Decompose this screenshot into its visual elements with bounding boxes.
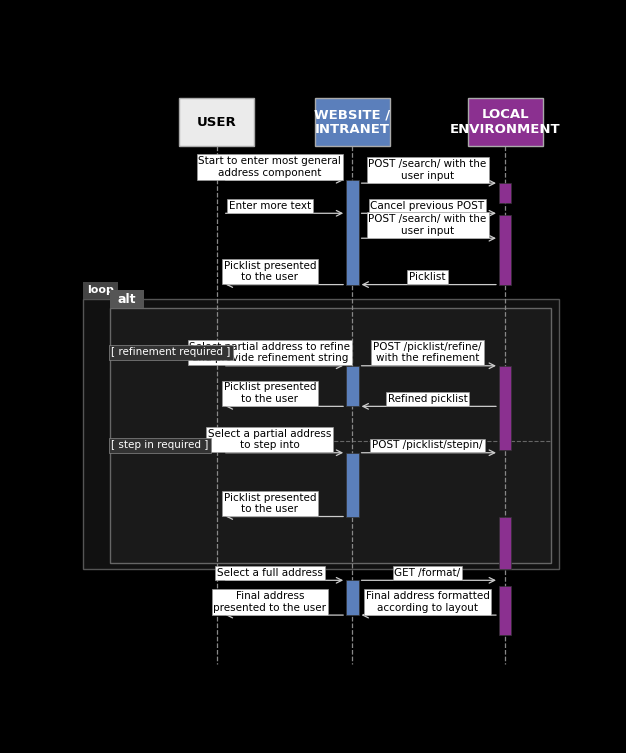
Bar — [346, 581, 359, 615]
Text: POST /picklist/refine/
with the refinement: POST /picklist/refine/ with the refineme… — [373, 342, 482, 364]
Bar — [499, 183, 511, 203]
Bar — [499, 366, 511, 450]
Text: [ step in required ]: [ step in required ] — [111, 441, 208, 450]
Bar — [346, 453, 359, 517]
Text: Enter more text: Enter more text — [229, 201, 311, 211]
Text: POST /search/ with the
user input: POST /search/ with the user input — [369, 215, 486, 236]
Bar — [83, 299, 558, 569]
Bar — [499, 517, 511, 569]
Text: Cancel previous POST: Cancel previous POST — [371, 201, 485, 211]
Text: [ refinement required ]: [ refinement required ] — [111, 347, 230, 358]
Bar — [83, 282, 118, 299]
Bar — [346, 180, 359, 285]
Text: Refined picklist: Refined picklist — [387, 394, 468, 404]
Bar — [468, 98, 543, 146]
Text: alt: alt — [118, 293, 136, 306]
Text: LOCAL
ENVIRONMENT: LOCAL ENVIRONMENT — [450, 108, 560, 136]
Text: POST /picklist/stepin/: POST /picklist/stepin/ — [372, 441, 483, 450]
Bar — [315, 98, 390, 146]
Text: WEBSITE /
INTRANET: WEBSITE / INTRANET — [314, 108, 391, 136]
Text: POST /search/ with the
user input: POST /search/ with the user input — [369, 159, 486, 181]
Text: loop: loop — [87, 285, 114, 295]
Bar — [110, 291, 144, 308]
Text: USER: USER — [197, 116, 237, 129]
Text: Picklist: Picklist — [409, 273, 446, 282]
Text: Select a full address: Select a full address — [217, 568, 323, 578]
Bar — [110, 308, 552, 563]
Text: GET /format/: GET /format/ — [394, 568, 461, 578]
Text: Select partial address to refine
and provide refinement string: Select partial address to refine and pro… — [190, 342, 351, 364]
Text: Final address
presented to the user: Final address presented to the user — [213, 591, 326, 613]
Text: Final address formatted
according to layout: Final address formatted according to lay… — [366, 591, 490, 613]
Text: Select a partial address
to step into: Select a partial address to step into — [208, 428, 332, 450]
Bar — [346, 366, 359, 407]
Bar — [179, 98, 254, 146]
Text: Picklist presented
to the user: Picklist presented to the user — [223, 383, 316, 404]
Text: Picklist presented
to the user: Picklist presented to the user — [223, 261, 316, 282]
Text: Picklist presented
to the user: Picklist presented to the user — [223, 492, 316, 514]
Bar — [499, 215, 511, 285]
Bar — [499, 586, 511, 636]
Text: Start to enter most general
address component: Start to enter most general address comp… — [198, 157, 341, 178]
